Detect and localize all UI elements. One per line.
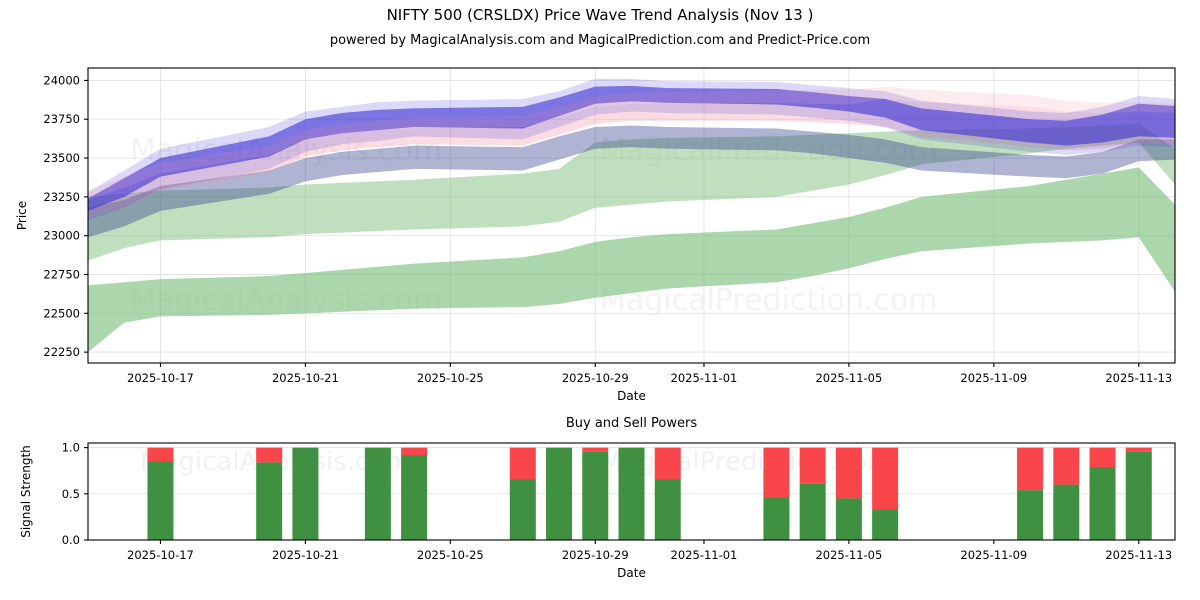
sell-power-bar[interactable] [401,447,428,456]
sell-power-bar[interactable] [1089,447,1116,468]
y-tick-label: 1.0 [62,441,80,455]
x-tick-label: 2025-10-17 [127,548,194,562]
bar-stack[interactable] [799,447,826,540]
sell-power-bar[interactable] [1053,447,1080,485]
buy-power-bar[interactable] [799,483,826,540]
sell-power-bar[interactable] [763,447,790,498]
sell-power-bar[interactable] [654,447,681,480]
wave-bands [88,78,1175,353]
bar-stack[interactable] [1089,447,1116,540]
x-tick-label: 2025-10-25 [417,548,484,562]
y-axis-label: Price [15,201,29,230]
bar-stack[interactable] [509,447,536,540]
green-band-lower [88,167,1175,353]
bar-y-axis-label: Signal Strength [19,445,33,538]
y-tick-label: 0.5 [62,487,80,501]
bar-stack[interactable] [401,447,428,540]
buy-power-bar[interactable] [256,462,283,540]
bar-stack[interactable] [618,447,645,540]
buy-power-bar[interactable] [618,447,645,540]
sell-power-bar[interactable] [799,447,826,484]
bar-group [147,447,1152,540]
page-title: NIFTY 500 (CRSLDX) Price Wave Trend Anal… [387,6,814,24]
y-tick-label: 23000 [43,229,80,243]
sell-power-bar[interactable] [1125,447,1152,452]
x-tick-label: 2025-10-17 [127,371,194,385]
y-tick-label: 22500 [43,306,80,320]
x-tick-label: 2025-10-29 [562,548,629,562]
buy-power-bar[interactable] [1017,490,1044,540]
plot-frame [87,67,1176,364]
sell-power-bar[interactable] [509,447,536,480]
bar-stack[interactable] [872,447,899,540]
bar-stack[interactable] [1125,447,1152,540]
x-tick-label: 2025-11-09 [960,548,1027,562]
bar-stack[interactable] [654,447,681,540]
x-tick-label: 2025-10-21 [272,548,339,562]
buy-power-bar[interactable] [509,479,536,540]
sell-power-bar[interactable] [835,447,862,499]
watermark-text: MagicalPrediction.com [600,133,938,168]
buy-power-bar[interactable] [582,451,609,540]
dark-blue-band [88,125,1175,238]
green-band-upper [88,123,1175,261]
bar-stack[interactable] [582,447,609,540]
y-tick-label: 22750 [43,268,80,282]
x-tick-label: 2025-11-05 [815,548,882,562]
y-tick-label: 23500 [43,151,80,165]
y-tick-label: 23750 [43,112,80,126]
bar-stack[interactable] [835,447,862,540]
sell-power-bar[interactable] [1017,447,1044,491]
bar-stack[interactable] [256,447,283,540]
buy-power-bar[interactable] [147,461,174,540]
page-subtitle: powered by MagicalAnalysis.com and Magic… [330,33,870,48]
buy-power-bar[interactable] [292,447,319,540]
blue-wave-inner-band [88,85,1175,211]
y-tick-label: 23250 [43,190,80,204]
bar-stack[interactable] [1053,447,1080,540]
bar-stack[interactable] [546,447,573,540]
bar-chart-title: Buy and Sell Powers [566,416,697,431]
buy-power-bar[interactable] [763,497,790,540]
y-tick-label: 0.0 [62,533,80,547]
pink-wave-band [88,99,1175,218]
buy-power-bar[interactable] [546,447,573,540]
buy-power-bar[interactable] [1125,451,1152,540]
bar-stack[interactable] [147,447,174,540]
sell-power-bar[interactable] [582,447,609,452]
buy-power-bar[interactable] [654,479,681,540]
x-tick-label: 2025-11-13 [1105,548,1172,562]
y-tick-label: 22250 [43,345,80,359]
bar-x-axis-label: Date [617,566,646,580]
price-wave-chart: MagicalAnalysis.comMagicalPrediction.com… [15,67,1176,403]
x-tick-label: 2025-11-13 [1105,371,1172,385]
x-tick-label: 2025-11-01 [671,371,738,385]
bar-stack[interactable] [1017,447,1044,540]
buy-power-bar[interactable] [872,509,899,540]
buy-power-bar[interactable] [1053,484,1080,540]
sell-power-bar[interactable] [147,447,174,462]
x-tick-label: 2025-10-29 [562,371,629,385]
sell-power-bar[interactable] [872,447,899,510]
bar-stack[interactable] [292,447,319,540]
x-tick-label: 2025-11-01 [671,548,738,562]
x-axis-label: Date [617,389,646,403]
buy-power-bar[interactable] [364,447,391,540]
buy-sell-powers-chart: Buy and Sell PowersMagicalAnalysis.comMa… [19,416,1176,580]
x-tick-label: 2025-10-21 [272,371,339,385]
bar-stack[interactable] [364,447,391,540]
x-tick-label: 2025-10-25 [417,371,484,385]
x-tick-label: 2025-11-05 [815,371,882,385]
buy-power-bar[interactable] [401,455,428,540]
buy-power-bar[interactable] [1089,467,1116,540]
x-tick-label: 2025-11-09 [960,371,1027,385]
buy-power-bar[interactable] [835,498,862,540]
bar-plot-frame [87,442,1176,541]
sell-power-bar[interactable] [256,447,283,463]
bar-stack[interactable] [763,447,790,540]
y-tick-label: 24000 [43,73,80,87]
